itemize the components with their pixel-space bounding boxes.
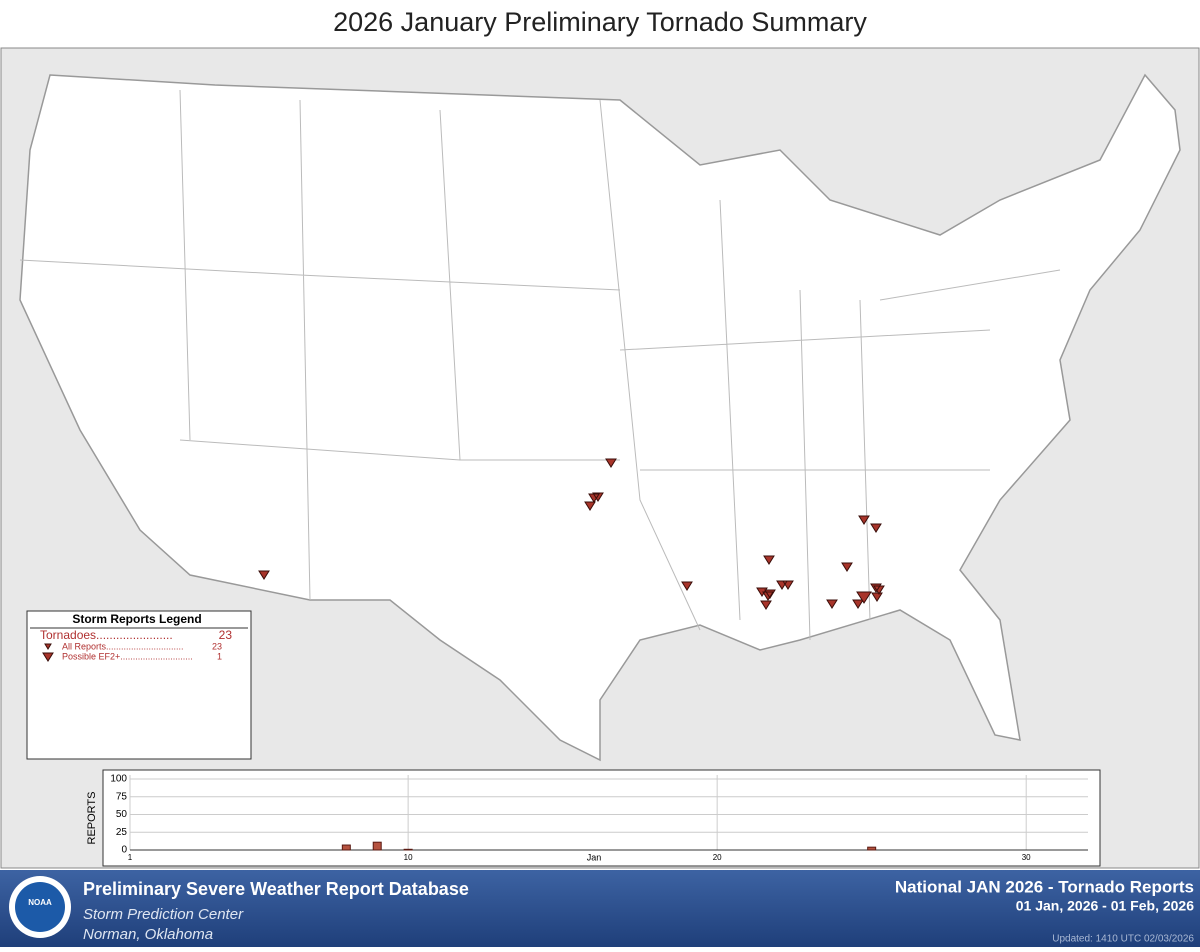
- legend-icon: [44, 643, 52, 650]
- footer-report: National JAN 2026 - Tornado Reports: [895, 877, 1194, 896]
- y-tick-label: 75: [116, 791, 128, 802]
- bar: [867, 846, 877, 851]
- bar: [403, 848, 413, 851]
- month-label: Jan: [587, 852, 602, 862]
- footer-center: Storm Prediction Center: [83, 906, 244, 923]
- legend-count: 1: [217, 651, 222, 661]
- legend-count: 23: [212, 641, 222, 651]
- legend-label: Possible EF2+...........................…: [62, 651, 193, 661]
- title: 2026 January Preliminary Tornado Summary: [333, 7, 867, 37]
- legend-label: All Reports.............................…: [62, 641, 184, 651]
- y-tick-label: 50: [116, 809, 128, 820]
- x-tick-label: 10: [404, 853, 413, 862]
- logo: [15, 882, 65, 932]
- report-chart: REPORTS Jan 0 25 50 75 100 1 10 20 30: [86, 769, 1101, 867]
- chart-box: [102, 769, 1101, 867]
- footer-location: Norman, Oklahoma: [83, 926, 213, 943]
- bar: [341, 844, 351, 851]
- x-tick-label: 30: [1022, 853, 1031, 862]
- legend-count: 23: [219, 628, 233, 642]
- y-tick-label: 0: [121, 845, 127, 856]
- tornado-reports: [258, 458, 885, 610]
- state-lines: [19, 89, 1061, 641]
- legend-title: Storm Reports Legend: [72, 612, 201, 626]
- bar: [372, 841, 382, 851]
- legend-icon: [42, 652, 54, 662]
- footer-title: Preliminary Severe Weather Report Databa…: [83, 879, 469, 899]
- legend: Storm Reports Legend Tornadoes..........…: [26, 610, 252, 760]
- legend-label: Tornadoes.......................: [40, 628, 173, 642]
- footer: [0, 870, 1200, 947]
- logo-text: NOAA: [28, 898, 52, 907]
- x-tick-label: 1: [128, 853, 133, 862]
- legend-box: [26, 610, 252, 760]
- x-tick-label: 20: [713, 853, 722, 862]
- y-tick-label: 25: [116, 827, 128, 838]
- y-tick-label: 100: [110, 774, 127, 785]
- footer-updated: Updated: 1410 UTC 02/03/2026: [1052, 934, 1194, 945]
- footer-range: 01 Jan, 2026 - 01 Feb, 2026: [1016, 898, 1194, 914]
- y-axis-label: REPORTS: [86, 792, 98, 845]
